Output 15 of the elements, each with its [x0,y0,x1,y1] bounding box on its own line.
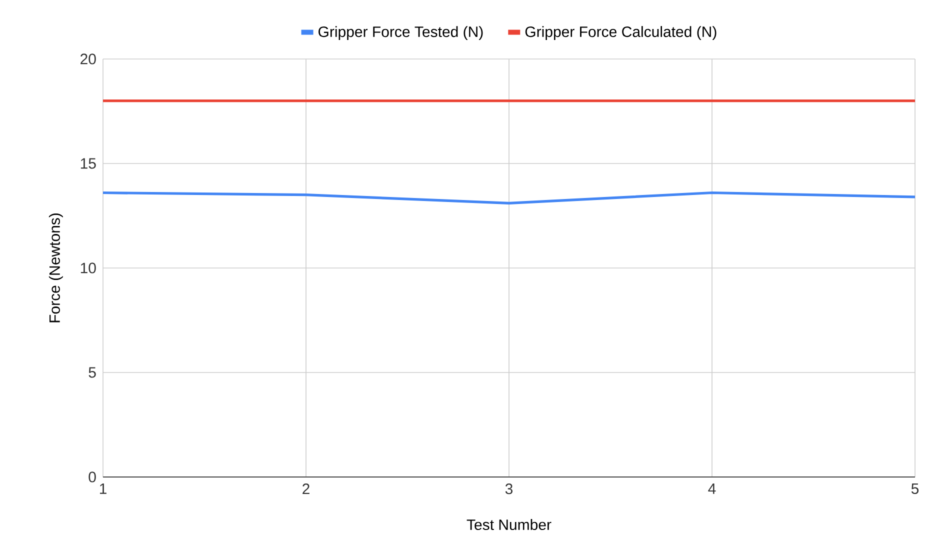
y-axis-title: Force (Newtons) [48,214,63,322]
x-tick-label: 2 [302,484,310,494]
y-tick-label: 15 [80,158,96,169]
y-tick-label: 5 [88,367,96,378]
legend-label: Gripper Force Tested (N) [318,26,483,40]
x-tick-label: 1 [100,484,106,494]
x-tick-label: 3 [505,484,513,494]
y-tick-label: 20 [80,54,96,64]
x-axis-title: Test Number [466,519,552,530]
y-tick-label: 0 [88,472,96,482]
y-tick-label: 10 [80,262,96,274]
x-tick-label: 4 [708,484,716,494]
x-tick-label: 5 [911,484,919,494]
line-series [102,191,916,205]
legend-label: Gripper Force Calculated (N) [525,26,716,40]
